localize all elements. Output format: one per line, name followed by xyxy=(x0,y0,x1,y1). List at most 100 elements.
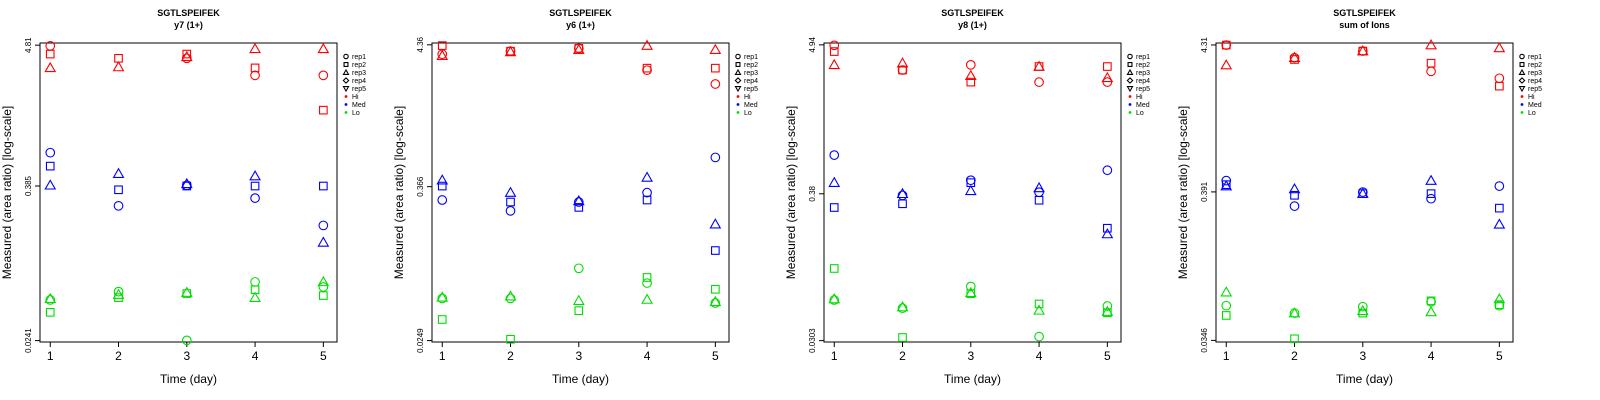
data-point-hi-rep1 xyxy=(318,70,329,81)
legend-label: rep2 xyxy=(1136,62,1150,69)
data-point-lo-rep1 xyxy=(965,281,976,292)
plot-frame xyxy=(39,42,338,343)
data-point-lo-rep1 xyxy=(1357,301,1368,312)
data-point-hi-rep1 xyxy=(1221,40,1232,50)
data-point-med-rep1 xyxy=(437,195,448,205)
data-point-med-rep2 xyxy=(1103,223,1112,233)
y-tick-label: 4.94 xyxy=(808,37,817,53)
y-tick-label: 4.36 xyxy=(416,36,425,52)
data-point-hi-rep3 xyxy=(1425,39,1437,50)
data-point-med-rep3 xyxy=(317,236,330,247)
x-tick-label: 2 xyxy=(1291,349,1298,363)
legend-lo-icon xyxy=(736,111,740,114)
legend-med-icon xyxy=(1520,103,1524,106)
data-point-med-rep1 xyxy=(318,220,329,231)
data-point-med-rep2 xyxy=(250,181,260,191)
x-tick-label: 3 xyxy=(1359,349,1366,363)
data-point-med-rep1 xyxy=(113,200,124,211)
legend-label: Lo xyxy=(1528,110,1536,117)
x-tick-label: 3 xyxy=(183,349,190,363)
data-point-med-rep1 xyxy=(1289,201,1300,211)
legend-label: rep5 xyxy=(352,86,366,93)
x-tick-label: 1 xyxy=(831,349,838,363)
data-point-lo-rep3 xyxy=(180,286,193,297)
data-point-lo-rep2 xyxy=(898,333,907,342)
data-point-hi-rep2 xyxy=(829,47,839,56)
data-point-hi-rep2 xyxy=(966,77,976,87)
data-point-lo-rep3 xyxy=(249,291,261,302)
data-point-med-rep2 xyxy=(114,185,123,195)
data-point-med-rep1 xyxy=(1426,193,1436,204)
legend-rep4-icon xyxy=(1126,77,1134,84)
data-point-hi-rep1 xyxy=(250,70,260,81)
legend-label: Med xyxy=(352,102,366,109)
data-point-med-rep1 xyxy=(965,175,976,186)
legend-rep5-icon xyxy=(734,86,742,93)
data-point-lo-rep1 xyxy=(829,295,840,305)
data-point-med-rep3 xyxy=(828,176,841,187)
data-point-lo-rep3 xyxy=(112,288,125,299)
legend-lo-icon xyxy=(1128,111,1132,114)
data-point-lo-rep3 xyxy=(1356,304,1369,316)
data-point-hi-rep3 xyxy=(896,57,909,68)
data-point-hi-rep3 xyxy=(1356,45,1369,56)
data-point-lo-rep1 xyxy=(318,282,329,292)
legend-rep2-icon xyxy=(735,62,741,67)
y-tick-label: 4.31 xyxy=(1200,37,1209,53)
data-point-med-rep1 xyxy=(897,190,908,201)
data-point-med-rep1 xyxy=(505,206,516,216)
data-point-hi-rep1 xyxy=(1102,77,1113,87)
legend-label: rep3 xyxy=(744,70,758,77)
data-point-med-rep3 xyxy=(44,179,57,190)
data-point-hi-rep1 xyxy=(1034,77,1044,87)
data-point-lo-rep3 xyxy=(1101,305,1114,316)
data-point-hi-rep3 xyxy=(249,42,261,54)
legend-lo-icon xyxy=(1520,111,1524,114)
legend-label: rep1 xyxy=(352,54,366,61)
data-point-hi-rep1 xyxy=(710,79,721,89)
data-point-lo-rep2 xyxy=(711,284,720,294)
y-tick-label: 0.385 xyxy=(24,175,33,196)
data-point-med-rep3 xyxy=(709,218,722,229)
legend-label: rep3 xyxy=(1136,70,1150,77)
legend-label: rep4 xyxy=(744,78,758,85)
y-axis-label: Measured (area ratio) [log-scale] xyxy=(392,106,406,279)
data-point-lo-rep2 xyxy=(319,291,328,300)
data-point-med-rep2 xyxy=(829,203,839,212)
data-point-med-rep3 xyxy=(249,170,261,181)
data-point-med-rep3 xyxy=(180,177,193,189)
chart-subtitle: sum of Ions xyxy=(1339,20,1390,30)
data-point-lo-rep2 xyxy=(1034,299,1044,309)
data-point-hi-rep3 xyxy=(828,58,841,70)
panel-3: SGTLSPEIFEK y8 (1+) 1 2 3 4 5 0.0303 0.38 4.94 Tim… xyxy=(784,8,1150,386)
data-point-lo-rep3 xyxy=(504,290,517,301)
legend-label: rep2 xyxy=(1528,62,1542,69)
data-point-hi-rep2 xyxy=(319,105,328,115)
data-point-hi-rep3 xyxy=(1493,41,1506,53)
data-point-hi-rep2 xyxy=(1495,81,1504,91)
data-point-lo-rep3 xyxy=(44,292,57,304)
data-point-med-rep3 xyxy=(896,187,909,199)
legend-label: rep4 xyxy=(1136,78,1150,85)
x-tick-label: 4 xyxy=(1036,349,1043,363)
data-point-hi-rep2 xyxy=(45,49,55,59)
data-point-hi-rep2 xyxy=(437,41,447,50)
data-point-hi-rep3 xyxy=(572,43,585,55)
data-point-hi-rep3 xyxy=(180,50,193,62)
data-point-med-rep2 xyxy=(45,161,55,171)
x-tick-label: 2 xyxy=(115,349,122,363)
data-point-lo-rep3 xyxy=(436,291,449,302)
legend-label: rep3 xyxy=(352,70,366,77)
chart-subtitle: y8 (1+) xyxy=(958,20,987,30)
legend-rep4-icon xyxy=(1518,77,1526,84)
legend-rep1-icon xyxy=(1519,53,1525,60)
data-point-hi-rep2 xyxy=(898,65,907,75)
legend-rep2-icon xyxy=(1519,62,1525,67)
chart-title: SGTLSPEIFEK xyxy=(1333,8,1396,18)
legend-label: Hi xyxy=(1136,94,1143,101)
data-point-lo-rep3 xyxy=(964,286,977,298)
data-point-hi-rep2 xyxy=(1103,62,1112,71)
y-axis-label: Measured (area ratio) [log-scale] xyxy=(784,106,798,279)
data-point-med-rep3 xyxy=(112,167,125,178)
